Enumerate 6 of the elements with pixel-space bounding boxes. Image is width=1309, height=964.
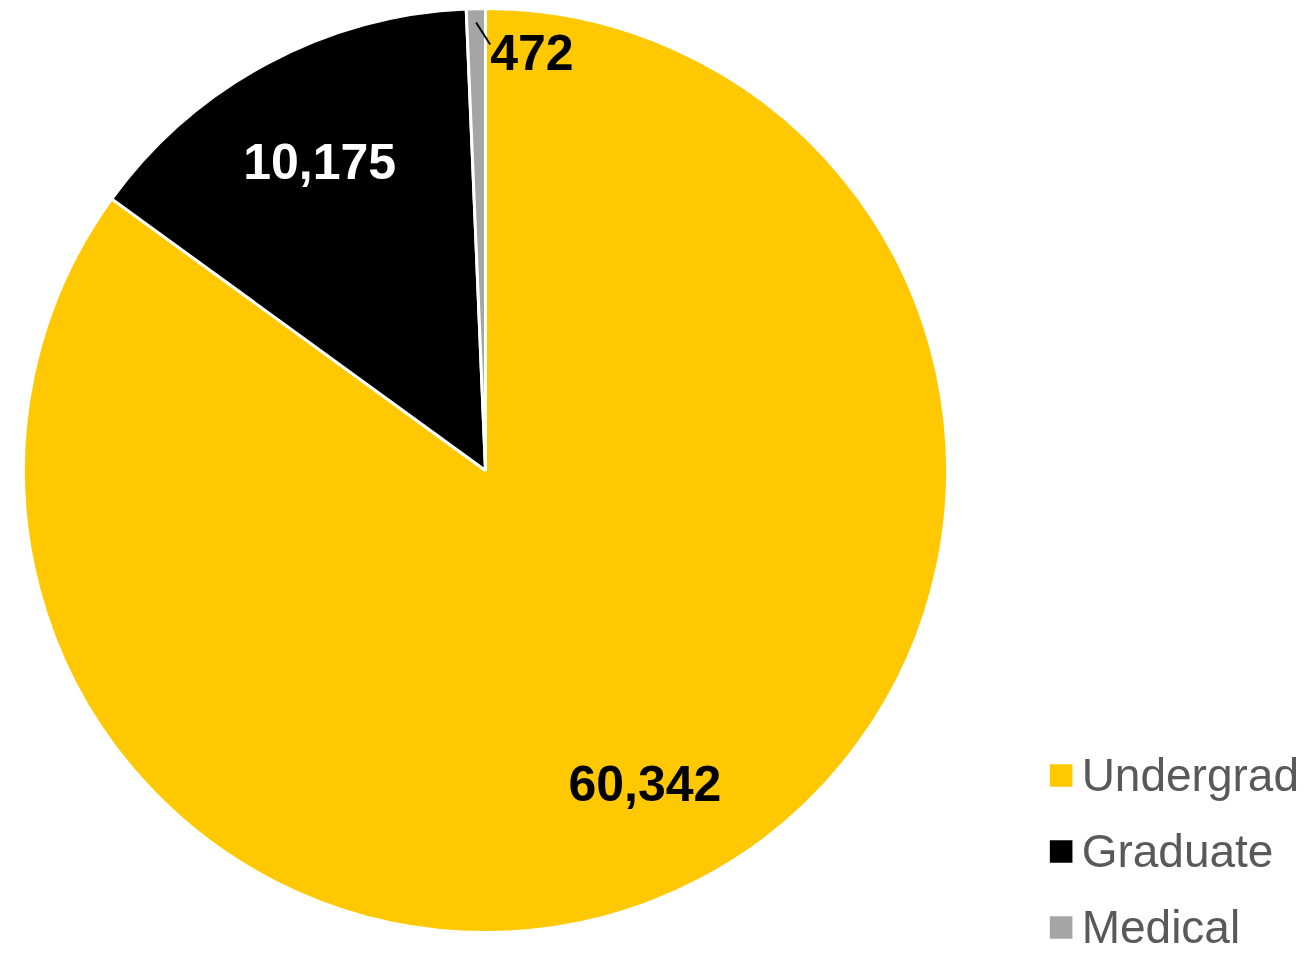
legend-label: Undergrad [1081, 748, 1299, 802]
legend-label: Medical [1081, 900, 1241, 954]
data-label: 60,342 [568, 755, 722, 812]
legend-label: Graduate [1081, 824, 1274, 878]
data-label: 10,175 [243, 133, 397, 190]
data-label: 472 [490, 24, 574, 81]
